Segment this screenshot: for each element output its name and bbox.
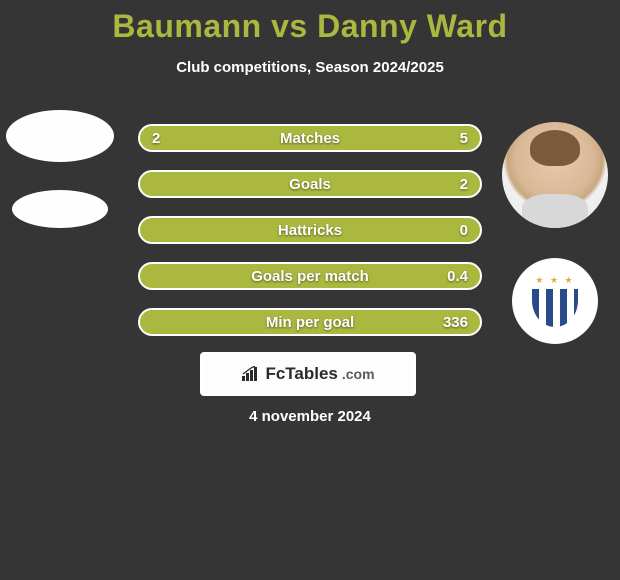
brand-badge[interactable]: FcTables .com — [200, 352, 416, 396]
stat-right-value: 2 — [460, 176, 468, 193]
stat-label: Min per goal — [266, 314, 354, 331]
stat-right-value: 0.4 — [447, 268, 468, 285]
crest-icon: ★ ★ ★ — [532, 275, 578, 327]
stat-left-value: 2 — [152, 130, 160, 147]
player1-avatar — [6, 110, 114, 162]
chart-icon — [241, 366, 261, 382]
brand-name: FcTables — [265, 364, 337, 384]
crest-stripes-icon — [532, 289, 578, 327]
stat-right-value: 0 — [460, 222, 468, 239]
stat-row-hattricks: Hattricks 0 — [138, 216, 482, 244]
stat-right-value: 5 — [460, 130, 468, 147]
player2-avatar — [502, 122, 608, 228]
team2-logo: ★ ★ ★ — [512, 258, 598, 344]
stat-label: Goals per match — [251, 268, 369, 285]
stats-bars: 2 Matches 5 Goals 2 Hattricks 0 Goals pe… — [138, 124, 482, 336]
page-title: Baumann vs Danny Ward — [0, 0, 620, 45]
stat-row-matches: 2 Matches 5 — [138, 124, 482, 152]
stat-label: Hattricks — [278, 222, 342, 239]
page-subtitle: Club competitions, Season 2024/2025 — [0, 59, 620, 76]
brand-suffix: .com — [342, 366, 375, 382]
stat-row-goals: Goals 2 — [138, 170, 482, 198]
team1-logo — [12, 190, 108, 228]
stat-label: Goals — [289, 176, 331, 193]
crest-stars-icon: ★ ★ ★ — [532, 275, 578, 286]
stat-right-value: 336 — [443, 314, 468, 331]
right-avatars: ★ ★ ★ — [502, 122, 608, 344]
snapshot-date: 4 november 2024 — [0, 408, 620, 425]
stat-row-goals-per-match: Goals per match 0.4 — [138, 262, 482, 290]
stat-row-min-per-goal: Min per goal 336 — [138, 308, 482, 336]
stat-label: Matches — [280, 130, 340, 147]
left-avatars — [6, 110, 114, 228]
